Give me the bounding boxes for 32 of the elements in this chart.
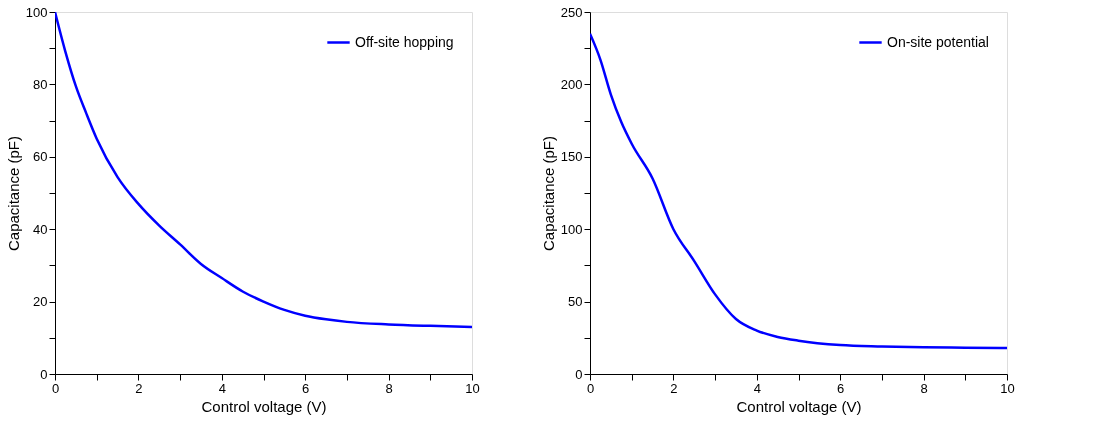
y-axis-title: Capacitance (pF) [539, 135, 557, 252]
legend-label: Off-site hopping [355, 33, 454, 50]
y-tick-label: 80 [33, 76, 48, 92]
x-tick-label: 0 [51, 380, 60, 396]
line-series [55, 12, 472, 329]
x-tick-label: 8 [385, 380, 393, 396]
y-tick-label: 0 [575, 366, 583, 382]
y-tick-label: 40 [33, 221, 48, 237]
x-tick-label: 10 [465, 380, 480, 396]
y-tick-label: 100 [560, 221, 583, 237]
x-tick-label: 2 [670, 380, 678, 396]
y-tick-label: 50 [568, 294, 583, 310]
x-tick-label: 2 [135, 380, 143, 396]
y-tick-label: 200 [560, 76, 583, 92]
y-tick-label: 150 [560, 149, 583, 165]
y-tick-label: 60 [33, 149, 48, 165]
x-tick-label: 8 [920, 380, 928, 396]
x-tick-label: 6 [302, 380, 310, 396]
y-tick-label: 250 [560, 4, 583, 20]
x-tick-label: 6 [837, 380, 845, 396]
y-axis-title: Capacitance (pF) [4, 135, 22, 252]
x-axis-title: Control voltage (V) [736, 397, 862, 415]
x-tick-label: 4 [218, 380, 226, 396]
x-axis-title: Control voltage (V) [201, 397, 327, 415]
y-tick-label: 0 [40, 366, 48, 382]
x-tick-label: 4 [753, 380, 761, 396]
legend-label: On-site potential [887, 33, 989, 50]
x-tick-label: 0 [586, 380, 595, 396]
y-tick-label: 20 [33, 294, 48, 310]
y-tick-label: 100 [25, 4, 48, 20]
x-tick-label: 10 [1000, 380, 1015, 396]
line-series [590, 32, 1007, 350]
